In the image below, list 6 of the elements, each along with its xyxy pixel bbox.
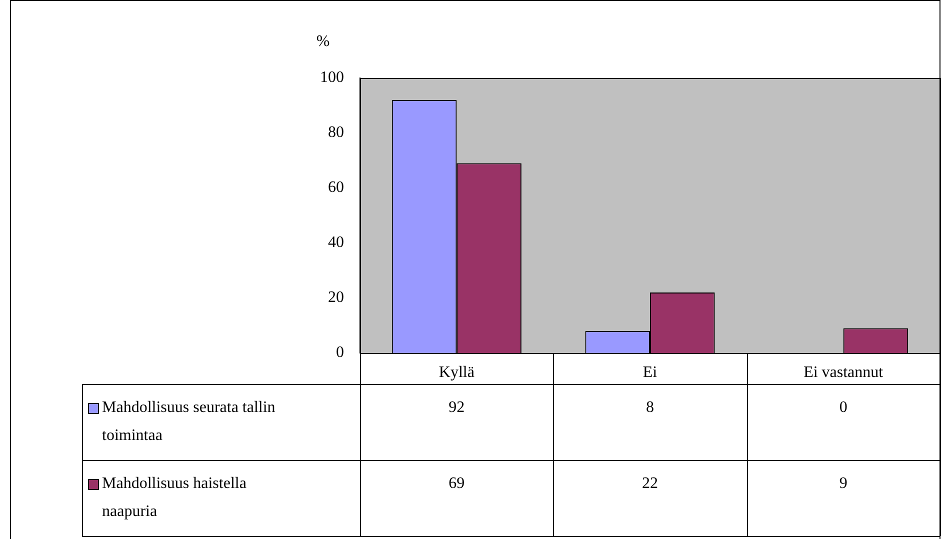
y-axis-title: % xyxy=(316,33,330,50)
y-tick-label: 40 xyxy=(328,234,344,252)
y-tick-label: 80 xyxy=(328,124,344,142)
y-tick-label: 20 xyxy=(328,289,344,306)
y-tick-label: 60 xyxy=(328,179,344,196)
y-tick-label: 100 xyxy=(320,69,344,86)
